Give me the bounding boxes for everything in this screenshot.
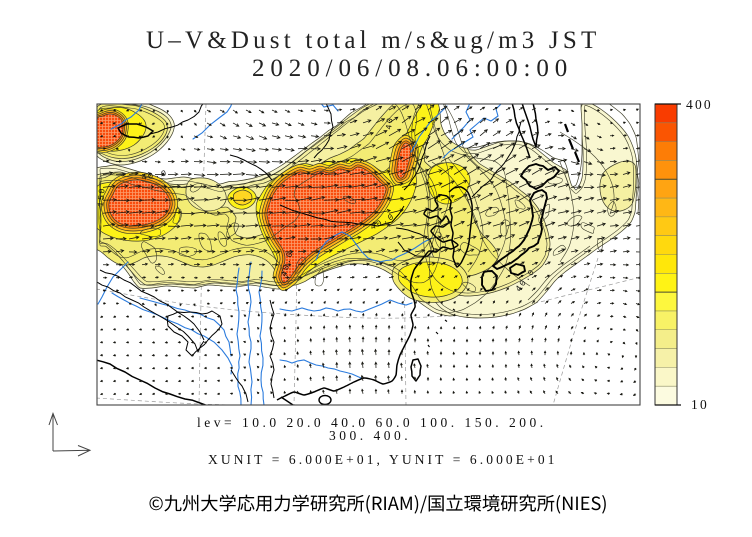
svg-text:40.0: 40.0 (141, 169, 169, 183)
svg-text:XUNIT = 6.000E+01, YUNIT = 6.0: XUNIT = 6.000E+01, YUNIT = 6.000E+01 (208, 452, 558, 467)
svg-text:lev= 10.0 20.0 40.0 60.0 100.: lev= 10.0 20.0 40.0 60.0 100. 150. 200. (197, 415, 547, 430)
svg-text:10: 10 (691, 397, 709, 412)
svg-text:300. 400.: 300. 400. (329, 428, 411, 443)
svg-text:400: 400 (686, 97, 713, 112)
svg-text:U–V&Dust total m/s&ug/m3 JST: U–V&Dust total m/s&ug/m3 JST (146, 27, 600, 54)
svg-text:150: 150 (96, 187, 108, 208)
svg-text:2020/06/08.06:00:00: 2020/06/08.06:00:00 (252, 55, 573, 82)
svg-text:40: 40 (384, 116, 396, 130)
